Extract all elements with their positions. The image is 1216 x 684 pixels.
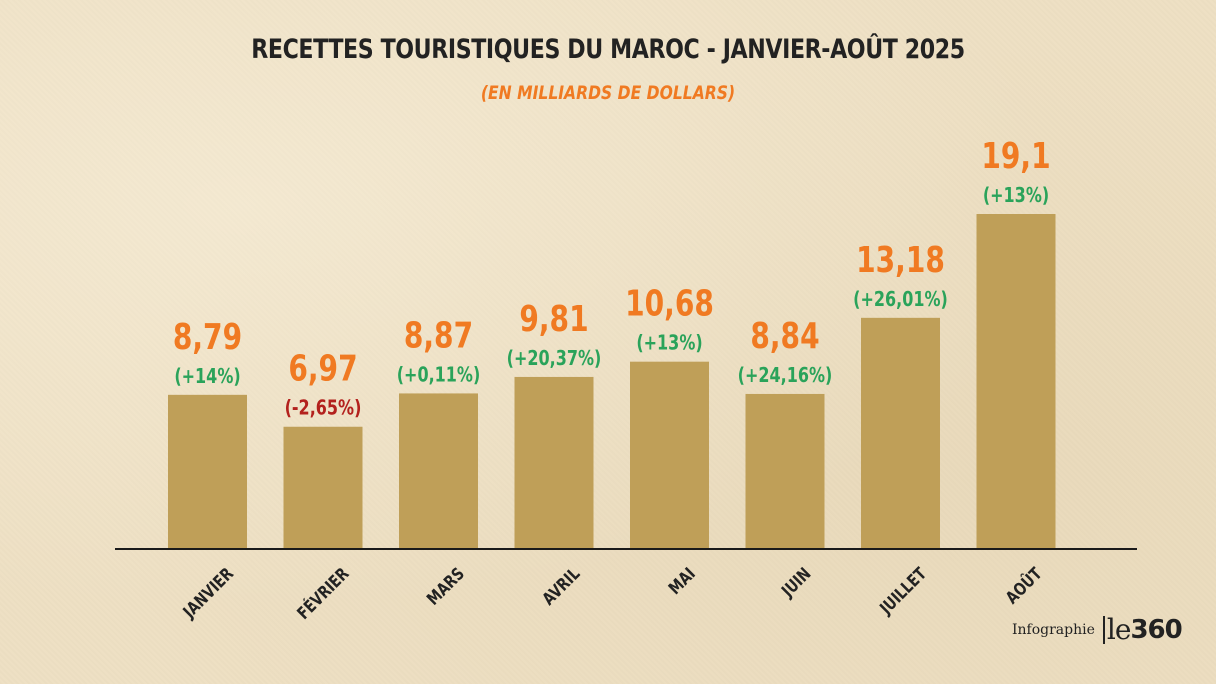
category-label: JUILLET: [875, 563, 930, 618]
credit: Infographie le 360: [1012, 614, 1183, 646]
chart-title: RECETTES TOURISTIQUES DU MAROC - JANVIER…: [251, 34, 965, 65]
value-label: 6,97: [288, 347, 357, 389]
bar: [514, 376, 594, 549]
value-label: 8,87: [404, 314, 473, 356]
category-label: FÉVRIER: [293, 563, 353, 623]
value-label: 10,68: [625, 282, 714, 324]
change-label: (+26,01%): [853, 288, 948, 311]
change-label: (+13%): [983, 184, 1049, 207]
category-label: AOÛT: [1001, 563, 1046, 608]
value-label: 13,18: [856, 238, 945, 280]
logo-number: 360: [1130, 615, 1182, 645]
change-label: (+20,37%): [507, 347, 602, 370]
bar: [976, 214, 1056, 549]
change-label: (+24,16%): [738, 364, 833, 387]
le360-logo: le 360: [1102, 614, 1183, 646]
category-label: AVRIL: [539, 564, 584, 609]
category-label: MAI: [665, 564, 700, 599]
category-label: JANVIER: [179, 564, 238, 623]
change-label: (+0,11%): [397, 364, 481, 387]
bar: [283, 426, 363, 549]
chart-subtitle: (EN MILLIARDS DE DOLLARS): [480, 82, 736, 104]
bar: [399, 393, 478, 549]
logo-le: le: [1102, 616, 1131, 644]
value-label: 8,84: [750, 314, 819, 356]
category-label: MARS: [423, 564, 468, 609]
change-label: (+14%): [174, 365, 240, 388]
value-label: 19,1: [981, 135, 1050, 177]
value-label: 9,81: [519, 297, 588, 339]
change-label: (-2,65%): [285, 397, 362, 420]
value-label: 8,79: [173, 315, 242, 357]
category-label: JUIN: [777, 564, 815, 602]
change-label: (+13%): [636, 332, 702, 355]
bar: [861, 317, 940, 549]
credit-label: Infographie: [1012, 622, 1095, 638]
bar: [168, 394, 247, 549]
bar: [745, 393, 825, 549]
bar: [630, 361, 709, 549]
